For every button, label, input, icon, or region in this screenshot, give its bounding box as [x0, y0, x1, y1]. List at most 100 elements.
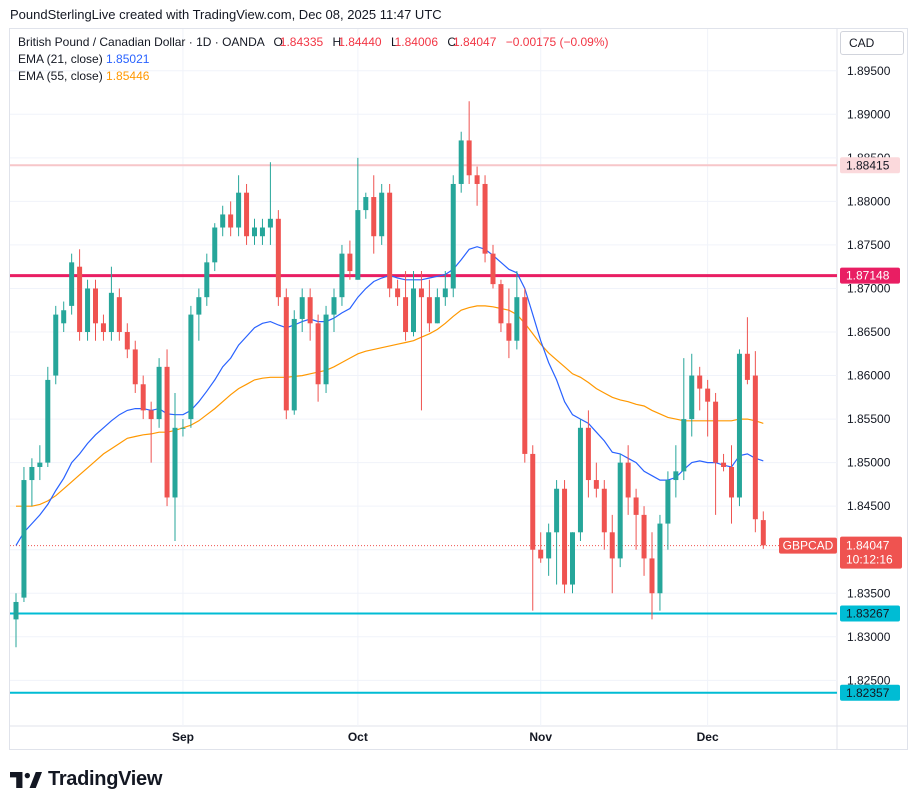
candle-body [275, 218, 281, 298]
legend-ema21-value: 1.85021 [106, 52, 150, 66]
candle [93, 279, 98, 341]
candle [331, 288, 337, 333]
candle [609, 514, 615, 594]
candle-body [124, 332, 130, 350]
candle-body [657, 523, 663, 594]
y-tick-label: 1.86500 [847, 325, 891, 339]
y-tick-label: 1.87500 [847, 238, 891, 252]
candle-body [307, 297, 313, 324]
candle-body [140, 384, 146, 411]
candle [140, 375, 146, 420]
legend-ema21-row[interactable]: EMA (21, close) 1.85021 [18, 51, 609, 68]
candle [458, 131, 464, 193]
candle [132, 340, 138, 393]
candle [77, 249, 83, 341]
candle [283, 288, 289, 420]
chart-frame [9, 28, 908, 750]
legend-high: 1.84440 [338, 35, 382, 49]
tradingview-logo-text: TradingView [48, 768, 163, 790]
candle [442, 271, 448, 306]
candle-body [299, 297, 305, 319]
candle-body [164, 366, 170, 498]
candle [673, 445, 679, 498]
legend-ema21-label: EMA (21, close) [18, 52, 103, 66]
candle-body [37, 462, 43, 467]
candle [21, 466, 27, 602]
candle [585, 410, 591, 498]
y-tick-label: 1.86000 [847, 369, 891, 383]
candle [61, 301, 67, 333]
candle-body [744, 353, 750, 380]
candle-body [403, 297, 409, 333]
chart-credit: PoundSterlingLive created with TradingVi… [10, 7, 442, 22]
candle [570, 532, 575, 594]
candle [744, 317, 750, 385]
candle-body [570, 532, 575, 585]
candle-body [633, 497, 639, 515]
level-tag [840, 267, 900, 284]
candle [85, 279, 91, 341]
candle [379, 183, 385, 245]
y-tick-label: 1.83500 [847, 586, 891, 600]
candle [53, 305, 59, 385]
candle-body [323, 314, 329, 385]
candle-body [236, 192, 242, 228]
symbol-tag-label: GBPCAD [783, 539, 834, 553]
candle-body [347, 253, 353, 272]
candle [665, 471, 671, 550]
tradingview-logo[interactable]: TradingView [10, 768, 162, 791]
candle-body [116, 297, 122, 333]
candle [188, 305, 194, 428]
candle-body [585, 427, 591, 481]
candle [395, 279, 401, 306]
candle [538, 532, 544, 563]
candle [450, 175, 456, 298]
candle-body [93, 288, 98, 324]
legend-ema55-value: 1.85446 [106, 69, 150, 83]
currency-button[interactable]: CAD [840, 31, 904, 55]
candle [617, 453, 623, 568]
candle [434, 288, 440, 324]
candle-body [29, 466, 35, 481]
candle-body [522, 297, 528, 454]
price-tags: 1.88415 1.87148 1.83267 1.82357 GBPCAD 1.8404… [779, 157, 902, 701]
candle [299, 288, 305, 333]
candle [729, 445, 734, 524]
candle-body [482, 183, 488, 254]
candle-body [331, 297, 337, 315]
candle-body [705, 388, 711, 402]
candle-body [498, 284, 504, 324]
candle [252, 218, 257, 245]
chart-legend: British Pound / Canadian Dollar · 1D · O… [18, 34, 609, 85]
candle-body [411, 288, 416, 333]
candle-body [601, 488, 607, 533]
candle [228, 201, 234, 237]
tradingview-logo-icon [10, 771, 42, 788]
candle-body [85, 288, 91, 333]
legend-close-label: C [447, 35, 457, 49]
candle [100, 314, 106, 341]
candle [291, 310, 297, 415]
countdown-label: 10:12:16 [846, 553, 893, 567]
last-price-tag [840, 536, 902, 569]
candle-body [379, 192, 385, 237]
legend-ema55-label: EMA (55, close) [18, 69, 103, 83]
candle-body [315, 323, 321, 385]
candle-body [442, 288, 448, 298]
candle [426, 279, 432, 333]
candle-body [641, 514, 647, 559]
legend-high-label: H [332, 35, 342, 49]
candle-body [252, 227, 257, 237]
candle-body [77, 266, 83, 333]
legend-ema55-row[interactable]: EMA (55, close) 1.85446 [18, 68, 609, 85]
candle [736, 349, 742, 507]
candle [506, 288, 512, 359]
candle-body [546, 532, 552, 559]
candle-body [729, 466, 734, 498]
candle-body [593, 480, 599, 489]
candle-body [530, 453, 536, 550]
candle [196, 288, 202, 341]
y-tick-label: 1.84500 [847, 499, 891, 513]
candle-body [212, 227, 218, 263]
